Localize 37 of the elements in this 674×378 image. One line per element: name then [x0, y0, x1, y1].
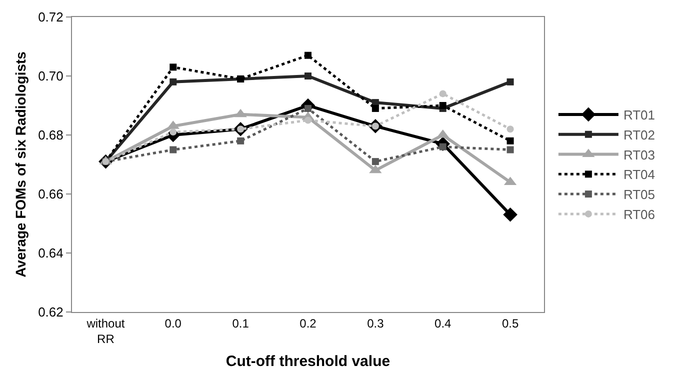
point	[304, 116, 312, 124]
point	[170, 64, 177, 71]
point	[304, 52, 312, 59]
x-axis-title: Cut-off threshold value	[226, 353, 390, 370]
legend-label: RT01	[623, 108, 656, 123]
legend-label: RT06	[623, 207, 656, 222]
legend-label: RT03	[623, 147, 656, 162]
point	[170, 146, 177, 154]
x-tick-label: 0.3	[367, 316, 384, 330]
y-tick-label: 0.68	[38, 128, 64, 143]
y-tick-label: 0.66	[38, 186, 64, 202]
legend-label: RT05	[623, 187, 656, 202]
x-tick-label: 0.1	[232, 316, 250, 330]
x-tick-label: without RR	[86, 316, 126, 346]
point	[439, 90, 446, 98]
x-tick-label: 0.2	[300, 316, 317, 330]
point	[506, 126, 514, 133]
y-tick-label: 0.70	[38, 68, 64, 84]
point	[372, 104, 379, 112]
point	[506, 146, 514, 154]
y-tick-label: 0.64	[38, 246, 64, 261]
point	[503, 208, 518, 222]
point	[372, 158, 379, 166]
point	[506, 137, 514, 144]
y-tick-label: 0.62	[38, 304, 64, 320]
y-tick-label: 0.72	[38, 10, 64, 25]
point	[304, 72, 312, 80]
legend-label: RT02	[623, 127, 656, 142]
y-axis-title: Average FOMs of six Radiologists	[12, 51, 29, 278]
point	[170, 78, 177, 86]
point	[237, 137, 244, 144]
point	[439, 102, 446, 109]
x-tick-label: 0.4	[434, 316, 452, 330]
point	[506, 78, 514, 86]
x-tick-label: 0.5	[502, 316, 519, 330]
x-tick-label: 0.0	[164, 316, 182, 330]
legend-label: RT04	[623, 167, 656, 182]
